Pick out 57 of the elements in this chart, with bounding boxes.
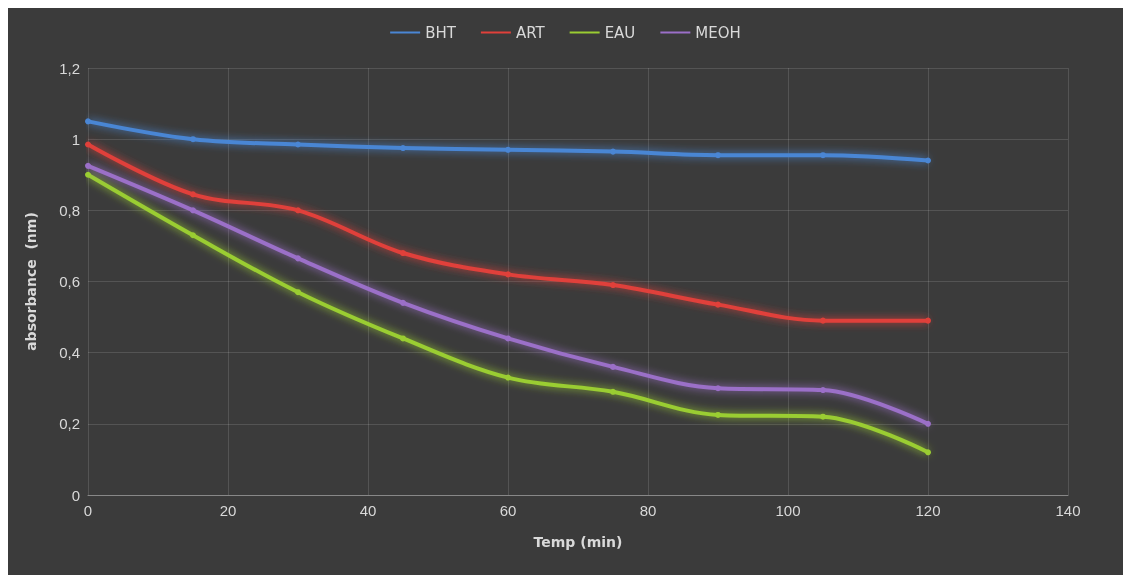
- point: [610, 363, 616, 370]
- x-tick-label: 100: [775, 502, 801, 519]
- y-tick-label: 1,2: [59, 59, 80, 77]
- point: [190, 191, 196, 198]
- x-tick-label: 40: [359, 502, 377, 519]
- y-tick-label: 0: [71, 486, 80, 504]
- y-tick-label: 0,6: [59, 273, 80, 290]
- point: [820, 152, 826, 159]
- point: [925, 449, 931, 456]
- point: [400, 250, 406, 257]
- point: [295, 289, 301, 296]
- point: [610, 148, 616, 155]
- point: [925, 317, 931, 324]
- point: [295, 255, 301, 262]
- y-tick-label: 0,8: [59, 201, 80, 219]
- point: [715, 301, 721, 308]
- x-tick-label: 80: [639, 502, 657, 519]
- point: [190, 207, 196, 214]
- x-tick-label: 140: [1055, 502, 1081, 519]
- x-tick-label: 60: [499, 502, 517, 519]
- point: [925, 157, 931, 164]
- point: [820, 317, 826, 324]
- point: [610, 282, 616, 289]
- point: [400, 335, 406, 342]
- x-tick-label: 120: [915, 502, 941, 519]
- x-tick-label: 20: [219, 502, 237, 519]
- point: [400, 145, 406, 152]
- point: [190, 136, 196, 143]
- point: [820, 387, 826, 394]
- point: [715, 411, 721, 418]
- point: [610, 388, 616, 395]
- point: [505, 374, 511, 381]
- point: [715, 152, 721, 159]
- point: [820, 413, 826, 420]
- y-axis-title: absorbance (nm): [23, 212, 39, 351]
- y-tick-label: 0,4: [59, 344, 80, 362]
- x-tick-label: 0: [83, 502, 93, 519]
- point: [295, 141, 301, 148]
- point: [85, 118, 91, 125]
- point: [85, 162, 91, 169]
- point: [505, 271, 511, 278]
- point: [925, 420, 931, 427]
- point: [190, 232, 196, 239]
- point: [295, 207, 301, 214]
- point: [85, 171, 91, 178]
- legend-label: MEOH: [695, 23, 741, 42]
- point: [85, 141, 91, 148]
- point: [715, 385, 721, 392]
- point: [400, 299, 406, 306]
- point: [505, 146, 511, 153]
- legend-label: EAU: [604, 23, 636, 42]
- point: [505, 335, 511, 342]
- y-tick-label: 0,2: [59, 415, 80, 433]
- y-tick-label: 1: [71, 130, 80, 148]
- legend-label: ART: [515, 23, 546, 42]
- legend-label: BHT: [425, 23, 457, 42]
- x-axis-title: Temp (min): [533, 534, 623, 550]
